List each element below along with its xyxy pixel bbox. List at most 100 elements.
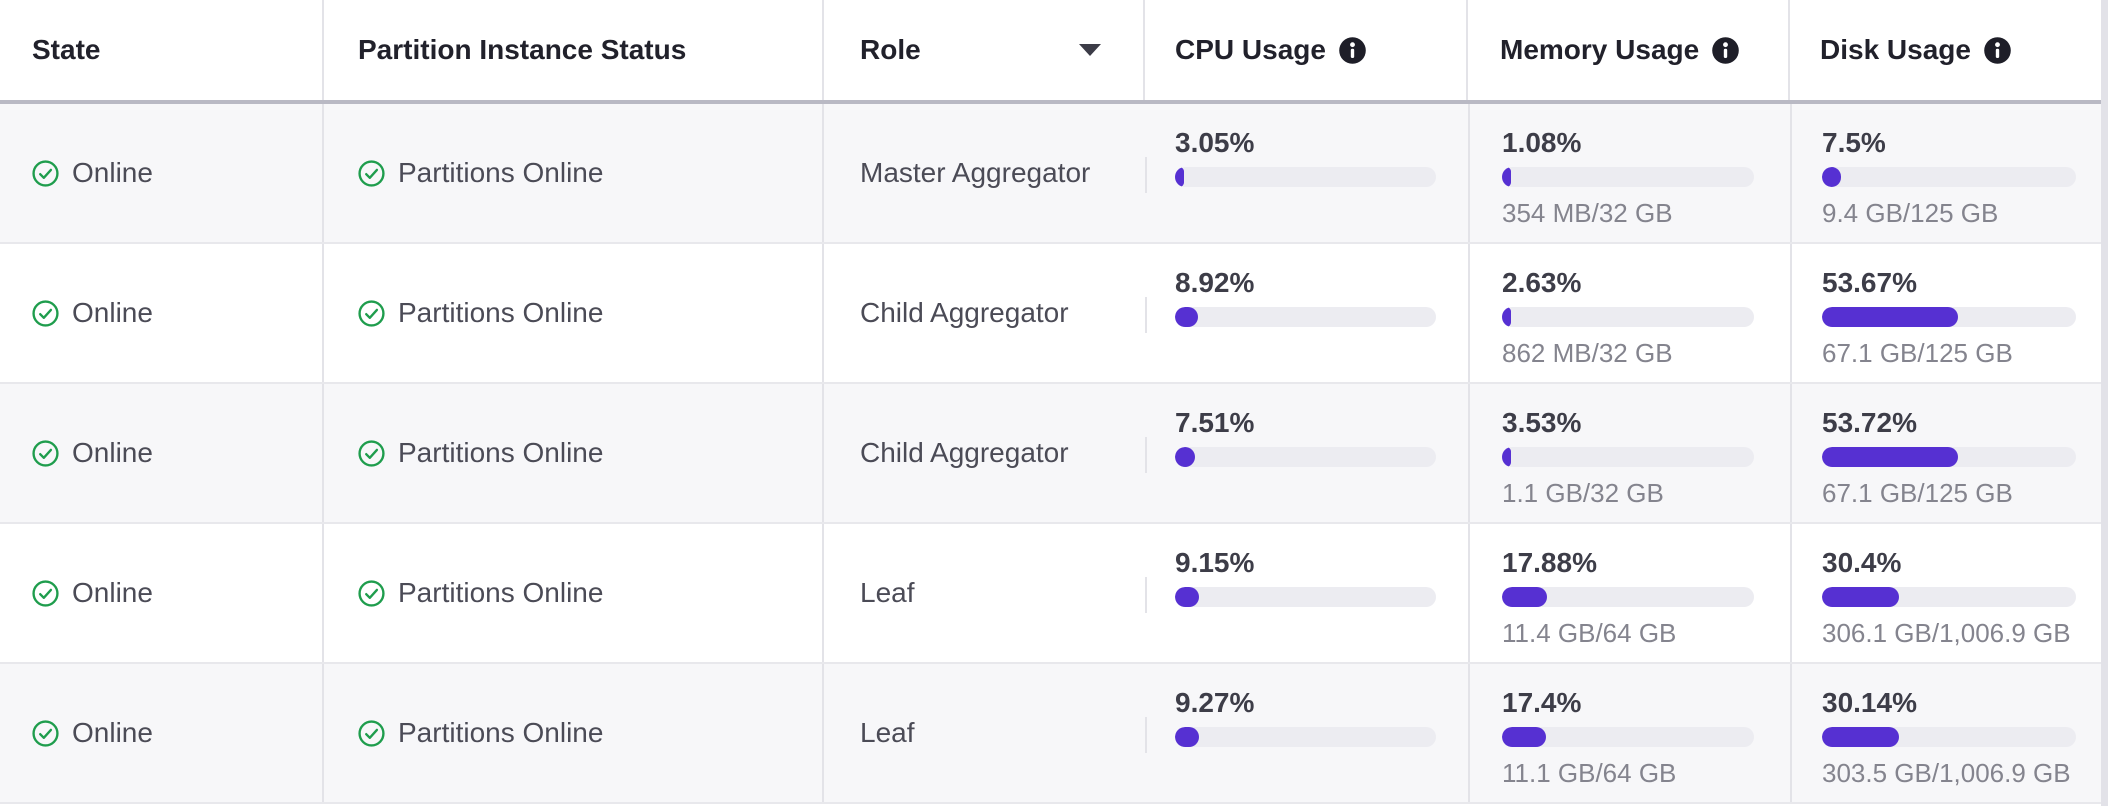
table-row[interactable]: Online Partitions Online Child Aggregato… bbox=[0, 244, 2108, 384]
memory-usage-cell: 17.88% 11.4 GB/64 GB bbox=[1468, 524, 1790, 662]
disk-usage-bar bbox=[1822, 447, 2076, 467]
role-label: Leaf bbox=[860, 577, 915, 608]
partition-status-cell: Partitions Online bbox=[324, 384, 824, 522]
memory-percent-label: 17.88% bbox=[1502, 547, 1597, 578]
disk-percent-label: 53.72% bbox=[1822, 407, 1917, 438]
column-header-cpu-usage[interactable]: CPU Usage bbox=[1145, 0, 1468, 100]
cpu-usage-bar-fill bbox=[1175, 307, 1199, 327]
disk-usage-cell: 7.5% 9.4 GB/125 GB bbox=[1790, 104, 2108, 242]
column-header-state[interactable]: State bbox=[0, 0, 324, 100]
state-cell: Online bbox=[0, 244, 324, 382]
partition-status-cell: Partitions Online bbox=[324, 104, 824, 242]
role-cell: Leaf bbox=[824, 524, 1145, 662]
role-cell: Child Aggregator bbox=[824, 244, 1145, 382]
state-cell: Online bbox=[0, 384, 324, 522]
state-cell: Online bbox=[0, 104, 324, 242]
cpu-percent-label: 8.92% bbox=[1175, 267, 1255, 298]
cpu-usage-cell: 8.92% bbox=[1145, 244, 1468, 382]
state-label: Online bbox=[72, 157, 153, 188]
info-icon[interactable] bbox=[1711, 36, 1740, 65]
table-body: Online Partitions Online Master Aggregat… bbox=[0, 104, 2108, 804]
cpu-usage-bar bbox=[1175, 587, 1436, 607]
cpu-usage-cell: 9.27% bbox=[1145, 664, 1468, 802]
disk-detail-label: 67.1 GB/125 GB bbox=[1822, 338, 2013, 368]
disk-usage-cell: 53.67% 67.1 GB/125 GB bbox=[1790, 244, 2108, 382]
partition-status-cell: Partitions Online bbox=[324, 244, 824, 382]
table-row[interactable]: Online Partitions Online Child Aggregato… bbox=[0, 384, 2108, 524]
check-circle-icon bbox=[32, 159, 59, 187]
check-circle-icon bbox=[32, 439, 59, 467]
disk-usage-bar-fill bbox=[1822, 727, 1899, 747]
cpu-percent-label: 3.05% bbox=[1175, 127, 1255, 158]
check-circle-icon bbox=[32, 719, 59, 747]
disk-usage-cell: 30.4% 306.1 GB/1,006.9 GB bbox=[1790, 524, 2108, 662]
state-cell: Online bbox=[0, 524, 324, 662]
memory-detail-label: 11.4 GB/64 GB bbox=[1502, 618, 1677, 648]
check-circle-icon bbox=[358, 439, 385, 467]
disk-usage-bar bbox=[1822, 727, 2076, 747]
check-circle-icon bbox=[358, 159, 385, 187]
column-header-role[interactable]: Role bbox=[824, 0, 1145, 100]
disk-percent-label: 30.14% bbox=[1822, 687, 1917, 718]
role-label: Leaf bbox=[860, 717, 915, 748]
disk-detail-label: 9.4 GB/125 GB bbox=[1822, 198, 1999, 228]
memory-usage-bar bbox=[1502, 167, 1754, 187]
table-row[interactable]: Online Partitions Online Leaf 9.27% 17.4… bbox=[0, 664, 2108, 804]
column-header-label: CPU Usage bbox=[1175, 34, 1326, 65]
cpu-usage-bar-fill bbox=[1175, 167, 1184, 187]
disk-usage-bar-fill bbox=[1822, 447, 1959, 467]
disk-usage-bar-fill bbox=[1822, 307, 1959, 327]
cpu-usage-bar bbox=[1175, 727, 1436, 747]
memory-percent-label: 1.08% bbox=[1502, 127, 1582, 158]
state-cell: Online bbox=[0, 664, 324, 802]
check-circle-icon bbox=[358, 719, 385, 747]
role-label: Child Aggregator bbox=[860, 297, 1069, 328]
partition-status-cell: Partitions Online bbox=[324, 664, 824, 802]
column-header-label: Disk Usage bbox=[1820, 34, 1971, 65]
cpu-usage-cell: 9.15% bbox=[1145, 524, 1468, 662]
disk-percent-label: 7.5% bbox=[1822, 127, 1886, 158]
role-label: Child Aggregator bbox=[860, 437, 1069, 468]
memory-detail-label: 11.1 GB/64 GB bbox=[1502, 758, 1677, 788]
table-row[interactable]: Online Partitions Online Leaf 9.15% 17.8… bbox=[0, 524, 2108, 664]
column-header-label: Partition Instance Status bbox=[358, 34, 687, 65]
cpu-percent-label: 9.15% bbox=[1175, 547, 1255, 578]
disk-usage-cell: 30.14% 303.5 GB/1,006.9 GB bbox=[1790, 664, 2108, 802]
info-icon[interactable] bbox=[1338, 36, 1367, 65]
memory-usage-bar-fill bbox=[1502, 307, 1511, 327]
partition-status-label: Partitions Online bbox=[398, 297, 604, 328]
memory-detail-label: 862 MB/32 GB bbox=[1502, 338, 1673, 368]
cpu-percent-label: 7.51% bbox=[1175, 407, 1255, 438]
memory-usage-bar bbox=[1502, 307, 1754, 327]
info-icon[interactable] bbox=[1983, 36, 2012, 65]
disk-usage-bar bbox=[1822, 167, 2076, 187]
cpu-percent-label: 9.27% bbox=[1175, 687, 1255, 718]
state-label: Online bbox=[72, 437, 153, 468]
memory-usage-bar bbox=[1502, 447, 1754, 467]
check-circle-icon bbox=[32, 299, 59, 327]
scrollbar-track[interactable] bbox=[2101, 0, 2108, 806]
disk-usage-bar-fill bbox=[1822, 587, 1900, 607]
state-label: Online bbox=[72, 717, 153, 748]
memory-usage-bar-fill bbox=[1502, 727, 1546, 747]
memory-usage-bar-fill bbox=[1502, 167, 1511, 187]
memory-usage-bar-fill bbox=[1502, 587, 1548, 607]
column-header-label: State bbox=[32, 34, 101, 65]
disk-usage-bar-fill bbox=[1822, 167, 1842, 187]
memory-usage-cell: 3.53% 1.1 GB/32 GB bbox=[1468, 384, 1790, 522]
table-row[interactable]: Online Partitions Online Master Aggregat… bbox=[0, 104, 2108, 244]
cpu-usage-bar-fill bbox=[1175, 727, 1200, 747]
state-label: Online bbox=[72, 577, 153, 608]
partition-status-label: Partitions Online bbox=[398, 577, 604, 608]
column-header-memory-usage[interactable]: Memory Usage bbox=[1468, 0, 1790, 100]
memory-usage-bar bbox=[1502, 727, 1754, 747]
check-circle-icon bbox=[358, 579, 385, 607]
cpu-usage-cell: 3.05% bbox=[1145, 104, 1468, 242]
memory-percent-label: 17.4% bbox=[1502, 687, 1582, 718]
partition-status-label: Partitions Online bbox=[398, 717, 604, 748]
role-cell: Leaf bbox=[824, 664, 1145, 802]
sort-caret-down-icon[interactable] bbox=[1079, 44, 1101, 56]
cpu-usage-bar-fill bbox=[1175, 587, 1199, 607]
column-header-partition-instance-status[interactable]: Partition Instance Status bbox=[324, 0, 824, 100]
column-header-disk-usage[interactable]: Disk Usage bbox=[1790, 0, 2108, 100]
